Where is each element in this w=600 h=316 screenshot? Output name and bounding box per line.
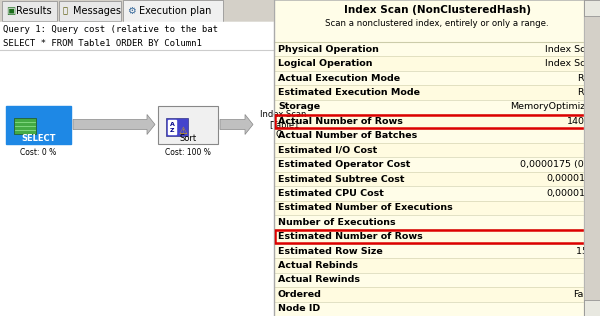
Bar [274, 273, 600, 287]
Text: Index Scan (NonClusteredHash): Index Scan (NonClusteredHash) [343, 5, 530, 15]
Text: Actual Number of Batches: Actual Number of Batches [278, 131, 417, 140]
Text: Node ID: Node ID [278, 304, 320, 313]
Text: Storage: Storage [278, 102, 320, 112]
Bar [274, 157, 600, 172]
Bar [274, 244, 600, 258]
Bar [0, 0, 600, 22]
Text: A
Z: A Z [170, 122, 175, 133]
Bar [274, 172, 600, 186]
Bar [274, 42, 600, 57]
Text: Estimated Row Size: Estimated Row Size [278, 246, 383, 256]
Text: Messages: Messages [73, 6, 121, 16]
Bar [274, 85, 600, 100]
Text: Row: Row [577, 74, 597, 82]
Bar [274, 0, 584, 316]
Bar [274, 129, 600, 143]
Text: Estimated Execution Mode: Estimated Execution Mode [278, 88, 420, 97]
Bar [274, 100, 600, 114]
Bar [274, 114, 600, 129]
Bar [274, 258, 600, 273]
Bar [584, 0, 600, 16]
Bar [274, 287, 600, 301]
Text: Estimated I/O Cost: Estimated I/O Cost [278, 146, 377, 155]
Bar [274, 143, 600, 157]
Text: Number of Executions: Number of Executions [278, 218, 395, 227]
Text: ⚙: ⚙ [127, 6, 136, 16]
Bar [166, 118, 188, 137]
Bar [274, 71, 600, 85]
Text: Estimated Number of Executions: Estimated Number of Executions [278, 203, 453, 212]
Text: Estimated Number of Rows: Estimated Number of Rows [278, 232, 423, 241]
Text: 0: 0 [591, 276, 597, 284]
Text: 0: 0 [591, 131, 597, 140]
Text: 14001: 14001 [567, 117, 597, 126]
Bar [584, 300, 600, 316]
Bar [59, 1, 121, 21]
Text: 🗎: 🗎 [63, 7, 68, 15]
Text: Actual Rebinds: Actual Rebinds [278, 261, 358, 270]
Text: Scan a nonclustered index, entirely or only a range.: Scan a nonclustered index, entirely or o… [325, 20, 549, 28]
Bar [274, 0, 600, 316]
Text: Query 1: Query cost (relative to the bat: Query 1: Query cost (relative to the bat [3, 26, 218, 34]
Text: 1: 1 [591, 203, 597, 212]
Bar [274, 215, 600, 229]
Text: ⚠: ⚠ [179, 126, 187, 137]
Text: 0,0000175: 0,0000175 [546, 189, 597, 198]
Bar [275, 115, 599, 128]
Text: Estimated CPU Cost: Estimated CPU Cost [278, 189, 384, 198]
Text: Sort: Sort [179, 134, 197, 143]
Text: Index Scan: Index Scan [260, 110, 307, 119]
Text: 15 B: 15 B [575, 246, 597, 256]
Text: C: C [275, 130, 281, 139]
Bar [274, 201, 600, 215]
Bar [0, 22, 274, 316]
Text: 1: 1 [591, 232, 597, 241]
Text: Physical Operation: Physical Operation [278, 45, 379, 54]
Text: Ordered: Ordered [278, 290, 322, 299]
Polygon shape [220, 114, 253, 135]
Text: Estimated Subtree Cost: Estimated Subtree Cost [278, 174, 404, 184]
Bar [0, 22, 274, 50]
Bar [168, 120, 176, 135]
Text: 0: 0 [591, 146, 597, 155]
Bar [584, 0, 600, 316]
Text: Actual Execution Mode: Actual Execution Mode [278, 74, 400, 82]
Text: 0: 0 [591, 261, 597, 270]
Text: Row: Row [577, 88, 597, 97]
Bar [6, 106, 71, 144]
Bar [274, 229, 600, 244]
Bar [274, 301, 600, 316]
Text: 0,0000175 (0%): 0,0000175 (0%) [521, 160, 597, 169]
Text: Index Scan: Index Scan [545, 59, 597, 68]
Text: 1: 1 [591, 218, 597, 227]
Text: Actual Number of Rows: Actual Number of Rows [278, 117, 403, 126]
Text: [Table1: [Table1 [269, 120, 299, 129]
Text: Logical Operation: Logical Operation [278, 59, 373, 68]
Bar [123, 0, 223, 22]
Bar [275, 230, 599, 243]
Text: Actual Rewinds: Actual Rewinds [278, 276, 360, 284]
Text: 0,0000175: 0,0000175 [546, 174, 597, 184]
Text: Estimated Operator Cost: Estimated Operator Cost [278, 160, 410, 169]
Text: ▣: ▣ [6, 6, 15, 16]
Text: MemoryOptimized: MemoryOptimized [510, 102, 597, 112]
Text: Cost: 0 %: Cost: 0 % [20, 149, 56, 157]
Text: Execution plan: Execution plan [139, 6, 211, 16]
Text: SELECT * FROM Table1 ORDER BY Column1: SELECT * FROM Table1 ORDER BY Column1 [3, 39, 202, 47]
Bar [14, 118, 36, 135]
Text: Index Scan: Index Scan [545, 45, 597, 54]
Text: False: False [573, 290, 597, 299]
Bar [2, 1, 57, 21]
Bar [274, 186, 600, 201]
Text: Results: Results [16, 6, 52, 16]
Text: Cost: 100 %: Cost: 100 % [165, 149, 211, 157]
Polygon shape [73, 114, 155, 135]
Text: 1: 1 [591, 304, 597, 313]
Bar [0, 50, 274, 316]
Bar [158, 106, 218, 144]
Text: SELECT: SELECT [21, 134, 56, 143]
Bar [274, 57, 600, 71]
